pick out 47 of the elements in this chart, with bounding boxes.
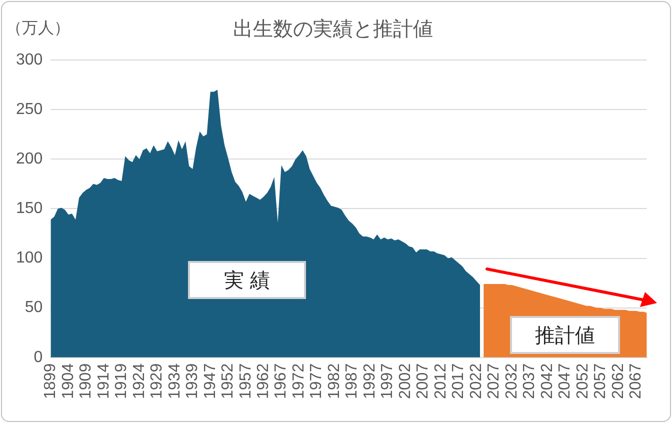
x-tick-label: 2052 <box>574 363 592 399</box>
x-tick-label: 1972 <box>290 363 308 399</box>
y-tick-label: 200 <box>16 150 43 168</box>
y-tick-label: 250 <box>16 100 43 118</box>
x-tick-label: 1962 <box>254 363 272 399</box>
y-tick-label: 100 <box>16 250 43 267</box>
x-tick-label: 1947 <box>202 363 219 399</box>
x-tick-label: 1957 <box>237 363 254 399</box>
x-tick-label: 2027 <box>486 363 503 399</box>
x-tick-label: 1914 <box>95 363 112 399</box>
x-tick-label: 1924 <box>130 363 148 399</box>
chart-title: 出生数の実績と推計値 <box>233 18 433 41</box>
x-tick-label: 1982 <box>326 363 343 399</box>
x-tick-label: 2017 <box>450 363 468 399</box>
x-tick-label: 2062 <box>610 363 627 399</box>
x-tick-label: 2042 <box>538 363 556 399</box>
x-tick-label: 2012 <box>432 363 450 399</box>
text-box: 推計値 <box>510 316 620 354</box>
x-tick-label: 2022 <box>468 363 485 399</box>
x-tick-label: 2007 <box>414 363 432 399</box>
x-tick-label: 1952 <box>220 363 237 399</box>
y-tick-label: 150 <box>16 200 43 218</box>
x-tick-label: 1919 <box>113 363 130 399</box>
text-box: 実 績 <box>188 261 306 299</box>
x-tick-label: 1909 <box>78 363 95 399</box>
x-tick-label: 2037 <box>521 363 538 399</box>
x-tick-label: 1992 <box>361 363 378 399</box>
x-tick-label: 1899 <box>42 363 60 399</box>
annotation: 推計値 <box>535 324 595 348</box>
x-tick-label: 1934 <box>166 363 184 399</box>
x-tick-label: 1904 <box>60 363 77 399</box>
x-tick-label: 1967 <box>272 363 290 399</box>
y-axis-title: （万人） <box>6 19 70 39</box>
y-tick-label: 0 <box>34 348 43 366</box>
annotation: 実 績 <box>224 268 270 294</box>
x-tick-label: 2047 <box>556 363 574 399</box>
x-tick-label: 1987 <box>344 363 361 399</box>
x-tick-label: 1997 <box>379 363 396 399</box>
x-tick-label: 2032 <box>503 363 520 399</box>
x-tick-label: 2002 <box>396 363 414 399</box>
x-tick-label: 2057 <box>592 363 610 399</box>
x-tick-label: 2067 <box>628 363 645 399</box>
x-tick-label: 1977 <box>308 363 326 399</box>
y-tick-label: 300 <box>16 51 43 68</box>
x-tick-label: 1929 <box>148 363 166 399</box>
y-tick-label: 50 <box>24 299 43 316</box>
x-tick-label: 1939 <box>184 363 202 399</box>
